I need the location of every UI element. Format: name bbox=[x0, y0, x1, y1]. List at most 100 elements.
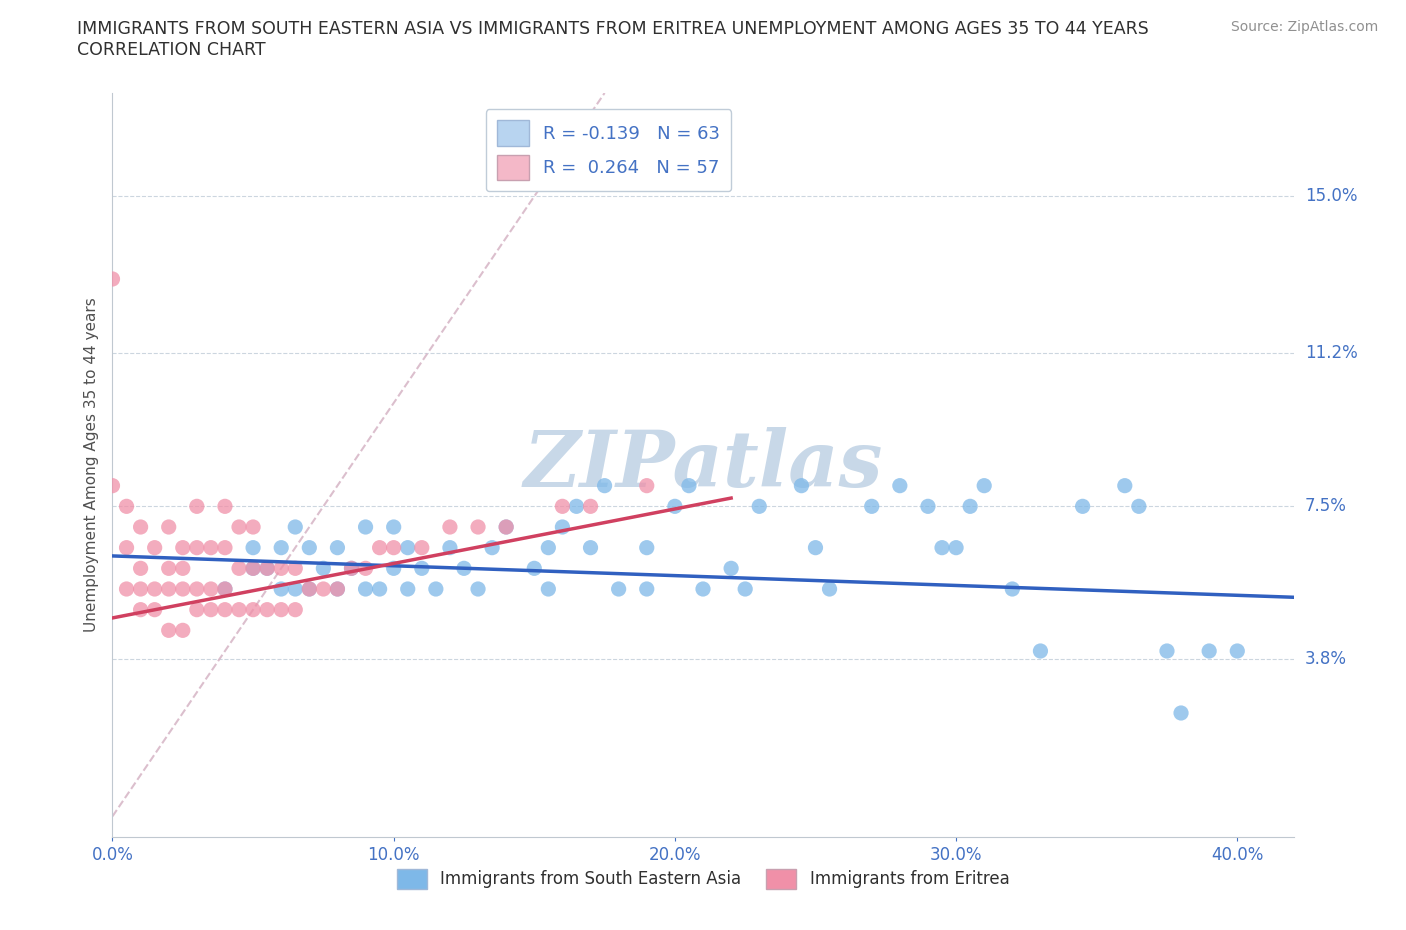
Point bbox=[115, 540, 138, 555]
Point bbox=[284, 581, 307, 596]
Point bbox=[200, 581, 222, 596]
Point bbox=[1226, 644, 1249, 658]
Point bbox=[186, 603, 208, 618]
Point bbox=[1198, 644, 1220, 658]
Point bbox=[396, 540, 419, 555]
Point bbox=[157, 561, 180, 576]
Text: IMMIGRANTS FROM SOUTH EASTERN ASIA VS IMMIGRANTS FROM ERITREA UNEMPLOYMENT AMONG: IMMIGRANTS FROM SOUTH EASTERN ASIA VS IM… bbox=[77, 20, 1149, 38]
Text: 3.8%: 3.8% bbox=[1305, 650, 1347, 669]
Point bbox=[270, 540, 292, 555]
Point bbox=[298, 581, 321, 596]
Point bbox=[1128, 498, 1150, 513]
Point bbox=[270, 603, 292, 618]
Point bbox=[748, 498, 770, 513]
Text: 11.2%: 11.2% bbox=[1305, 344, 1357, 363]
Point bbox=[1114, 478, 1136, 493]
Text: 15.0%: 15.0% bbox=[1305, 187, 1357, 206]
Y-axis label: Unemployment Among Ages 35 to 44 years: Unemployment Among Ages 35 to 44 years bbox=[83, 298, 98, 632]
Point bbox=[101, 478, 124, 493]
Point bbox=[172, 540, 194, 555]
Point bbox=[607, 581, 630, 596]
Point bbox=[1029, 644, 1052, 658]
Point bbox=[186, 581, 208, 596]
Point bbox=[242, 561, 264, 576]
Point bbox=[382, 561, 405, 576]
Point bbox=[214, 540, 236, 555]
Point bbox=[354, 581, 377, 596]
Point bbox=[396, 581, 419, 596]
Text: ZIPatlas: ZIPatlas bbox=[523, 427, 883, 503]
Legend: Immigrants from South Eastern Asia, Immigrants from Eritrea: Immigrants from South Eastern Asia, Immi… bbox=[389, 862, 1017, 896]
Point bbox=[284, 603, 307, 618]
Point bbox=[1156, 644, 1178, 658]
Point bbox=[636, 581, 658, 596]
Point bbox=[1071, 498, 1094, 513]
Point bbox=[143, 603, 166, 618]
Point bbox=[1170, 706, 1192, 721]
Point bbox=[551, 498, 574, 513]
Point bbox=[284, 561, 307, 576]
Text: Source: ZipAtlas.com: Source: ZipAtlas.com bbox=[1230, 20, 1378, 34]
Point bbox=[228, 520, 250, 535]
Point bbox=[931, 540, 953, 555]
Point bbox=[523, 561, 546, 576]
Point bbox=[157, 520, 180, 535]
Point bbox=[340, 561, 363, 576]
Point bbox=[973, 478, 995, 493]
Point bbox=[214, 581, 236, 596]
Point bbox=[129, 561, 152, 576]
Point bbox=[636, 540, 658, 555]
Point bbox=[917, 498, 939, 513]
Point bbox=[270, 581, 292, 596]
Point bbox=[453, 561, 475, 576]
Point bbox=[129, 603, 152, 618]
Point bbox=[495, 520, 517, 535]
Point bbox=[143, 540, 166, 555]
Point bbox=[256, 603, 278, 618]
Point bbox=[790, 478, 813, 493]
Point bbox=[354, 561, 377, 576]
Point bbox=[312, 561, 335, 576]
Point bbox=[593, 478, 616, 493]
Point bbox=[312, 581, 335, 596]
Point bbox=[129, 520, 152, 535]
Point bbox=[382, 540, 405, 555]
Point bbox=[157, 623, 180, 638]
Point bbox=[326, 581, 349, 596]
Point bbox=[172, 623, 194, 638]
Point bbox=[382, 520, 405, 535]
Point bbox=[256, 561, 278, 576]
Point bbox=[467, 581, 489, 596]
Point bbox=[242, 603, 264, 618]
Point bbox=[214, 498, 236, 513]
Point bbox=[172, 581, 194, 596]
Point bbox=[284, 520, 307, 535]
Point bbox=[818, 581, 841, 596]
Text: CORRELATION CHART: CORRELATION CHART bbox=[77, 41, 266, 59]
Point bbox=[298, 581, 321, 596]
Point bbox=[411, 540, 433, 555]
Point bbox=[200, 603, 222, 618]
Point bbox=[959, 498, 981, 513]
Point bbox=[242, 520, 264, 535]
Point bbox=[101, 272, 124, 286]
Point bbox=[495, 520, 517, 535]
Point bbox=[354, 520, 377, 535]
Point bbox=[945, 540, 967, 555]
Point bbox=[565, 498, 588, 513]
Point bbox=[439, 520, 461, 535]
Point bbox=[298, 540, 321, 555]
Point bbox=[115, 581, 138, 596]
Point bbox=[720, 561, 742, 576]
Point bbox=[425, 581, 447, 596]
Point bbox=[214, 603, 236, 618]
Point bbox=[242, 561, 264, 576]
Point bbox=[270, 561, 292, 576]
Point bbox=[537, 581, 560, 596]
Point bbox=[228, 603, 250, 618]
Point bbox=[129, 581, 152, 596]
Point bbox=[228, 561, 250, 576]
Point bbox=[326, 540, 349, 555]
Point bbox=[579, 498, 602, 513]
Point bbox=[889, 478, 911, 493]
